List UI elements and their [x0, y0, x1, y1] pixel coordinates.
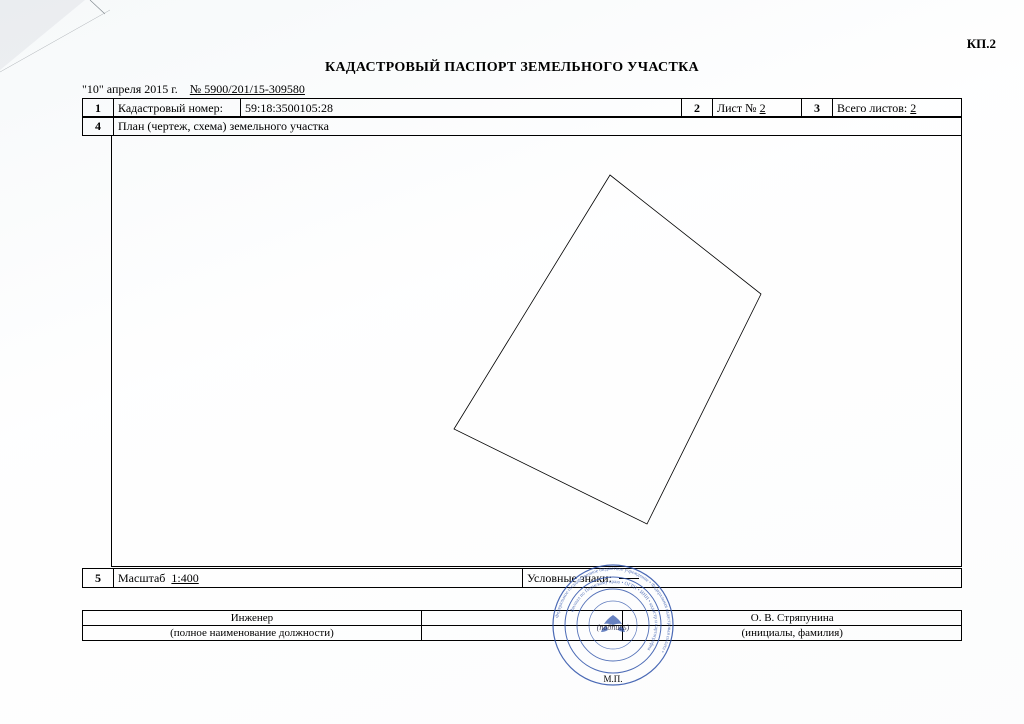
- header-row-1: 1 Кадастровый номер: 59:18:3500105:28 2 …: [82, 98, 962, 118]
- footer-row-5: 5 Масштаб 1:400 Условные знаки:: [82, 568, 962, 588]
- role-cell: Инженер: [83, 611, 422, 626]
- date-line: "10" апреля 2015 г. № 5900/201/15-309580: [82, 82, 305, 97]
- scale-label: Масштаб: [118, 571, 165, 585]
- cell-4-label: План (чертеж, схема) земельного участка: [114, 117, 962, 136]
- total-label: Всего листов:: [837, 101, 907, 115]
- name-cell: О. В. Стряпунина: [623, 611, 962, 626]
- mp-label: М.П.: [603, 674, 622, 684]
- legend-dash-symbol: [619, 578, 639, 579]
- signature-table: Инженер О. В. Стряпунина (полное наимено…: [82, 610, 962, 641]
- cell-3-num: 3: [802, 99, 833, 118]
- total-value: 2: [910, 101, 916, 115]
- cell-1-value: 59:18:3500105:28: [241, 99, 682, 118]
- page: КП.2 КАДАСТРОВЫЙ ПАСПОРТ ЗЕМЕЛЬНОГО УЧАС…: [0, 0, 1024, 724]
- sheet-value: 2: [760, 101, 766, 115]
- sheet-label: Лист №: [717, 101, 757, 115]
- cell-5-num: 5: [83, 569, 114, 588]
- header-row-4: 4 План (чертеж, схема) земельного участк…: [82, 116, 962, 136]
- scale-value: 1:400: [171, 571, 198, 585]
- cell-1-label: Кадастровый номер:: [114, 99, 241, 118]
- role-sub-cell: (полное наименование должности): [83, 626, 422, 641]
- page-code: КП.2: [967, 36, 996, 52]
- name-sub-cell: (инициалы, фамилия): [623, 626, 962, 641]
- cell-scale: Масштаб 1:400: [114, 569, 523, 588]
- sig-mid-top: [421, 611, 623, 626]
- parcel-outline: [454, 175, 761, 524]
- parcel-plot: [112, 136, 961, 566]
- document-number: № 5900/201/15-309580: [190, 82, 305, 96]
- plan-area: [111, 135, 962, 567]
- cell-2-num: 2: [682, 99, 713, 118]
- date-text: "10" апреля 2015 г.: [82, 82, 178, 96]
- cell-1-num: 1: [83, 99, 114, 118]
- document-title: КАДАСТРОВЫЙ ПАСПОРТ ЗЕМЕЛЬНОГО УЧАСТКА: [0, 60, 1024, 76]
- sig-mid-bottom: [421, 626, 623, 641]
- cell-sheet: Лист № 2: [713, 99, 802, 118]
- cell-total: Всего листов: 2: [833, 99, 962, 118]
- cell-4-num: 4: [83, 117, 114, 136]
- legend-label: Условные знаки:: [527, 571, 612, 585]
- cell-legend: Условные знаки:: [523, 569, 962, 588]
